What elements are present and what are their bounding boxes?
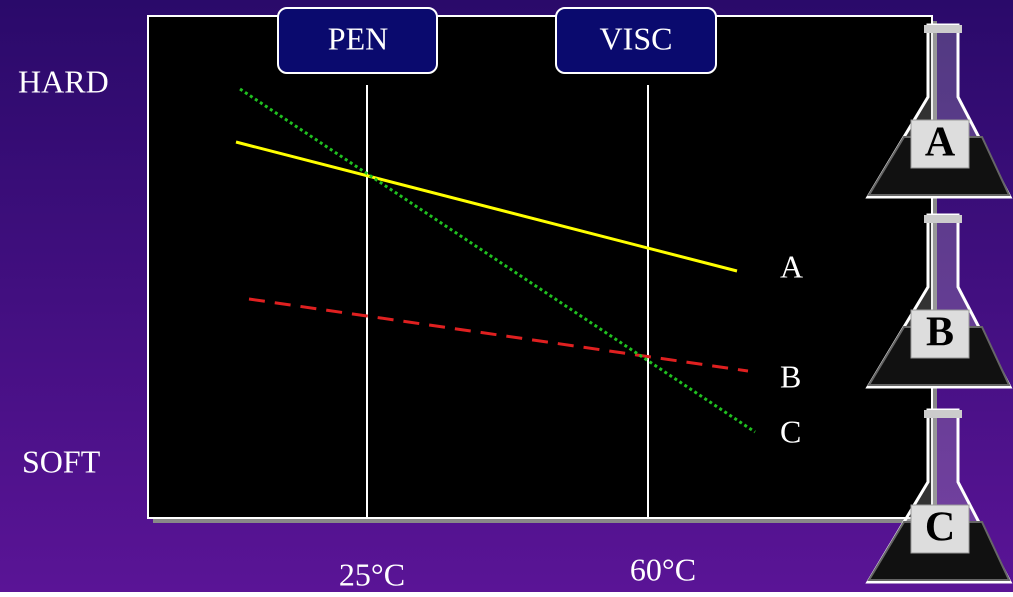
line-label: A	[780, 248, 803, 284]
column-label: VISC	[600, 20, 673, 56]
slide: PEN VISC A B C HARD SOFT 25°C 60°C ABC	[0, 0, 1013, 592]
plot-box	[148, 16, 932, 518]
flask-rim	[924, 215, 962, 223]
flask-label: B	[926, 310, 954, 356]
soft-label: SOFT	[22, 443, 101, 479]
flask-label: C	[925, 505, 955, 551]
flask-rim	[924, 410, 962, 418]
hard-label: HARD	[18, 63, 109, 99]
flask-label: A	[925, 120, 956, 166]
line-label: C	[780, 413, 801, 449]
temperature-label: 60°C	[630, 551, 696, 587]
page: {"y_labels": {"top": "HARD", "bottom": "…	[0, 0, 1013, 597]
temperature-label: 25°C	[339, 556, 405, 592]
line-label: B	[780, 358, 801, 394]
column-label: PEN	[328, 20, 388, 56]
flask-rim	[924, 25, 962, 33]
